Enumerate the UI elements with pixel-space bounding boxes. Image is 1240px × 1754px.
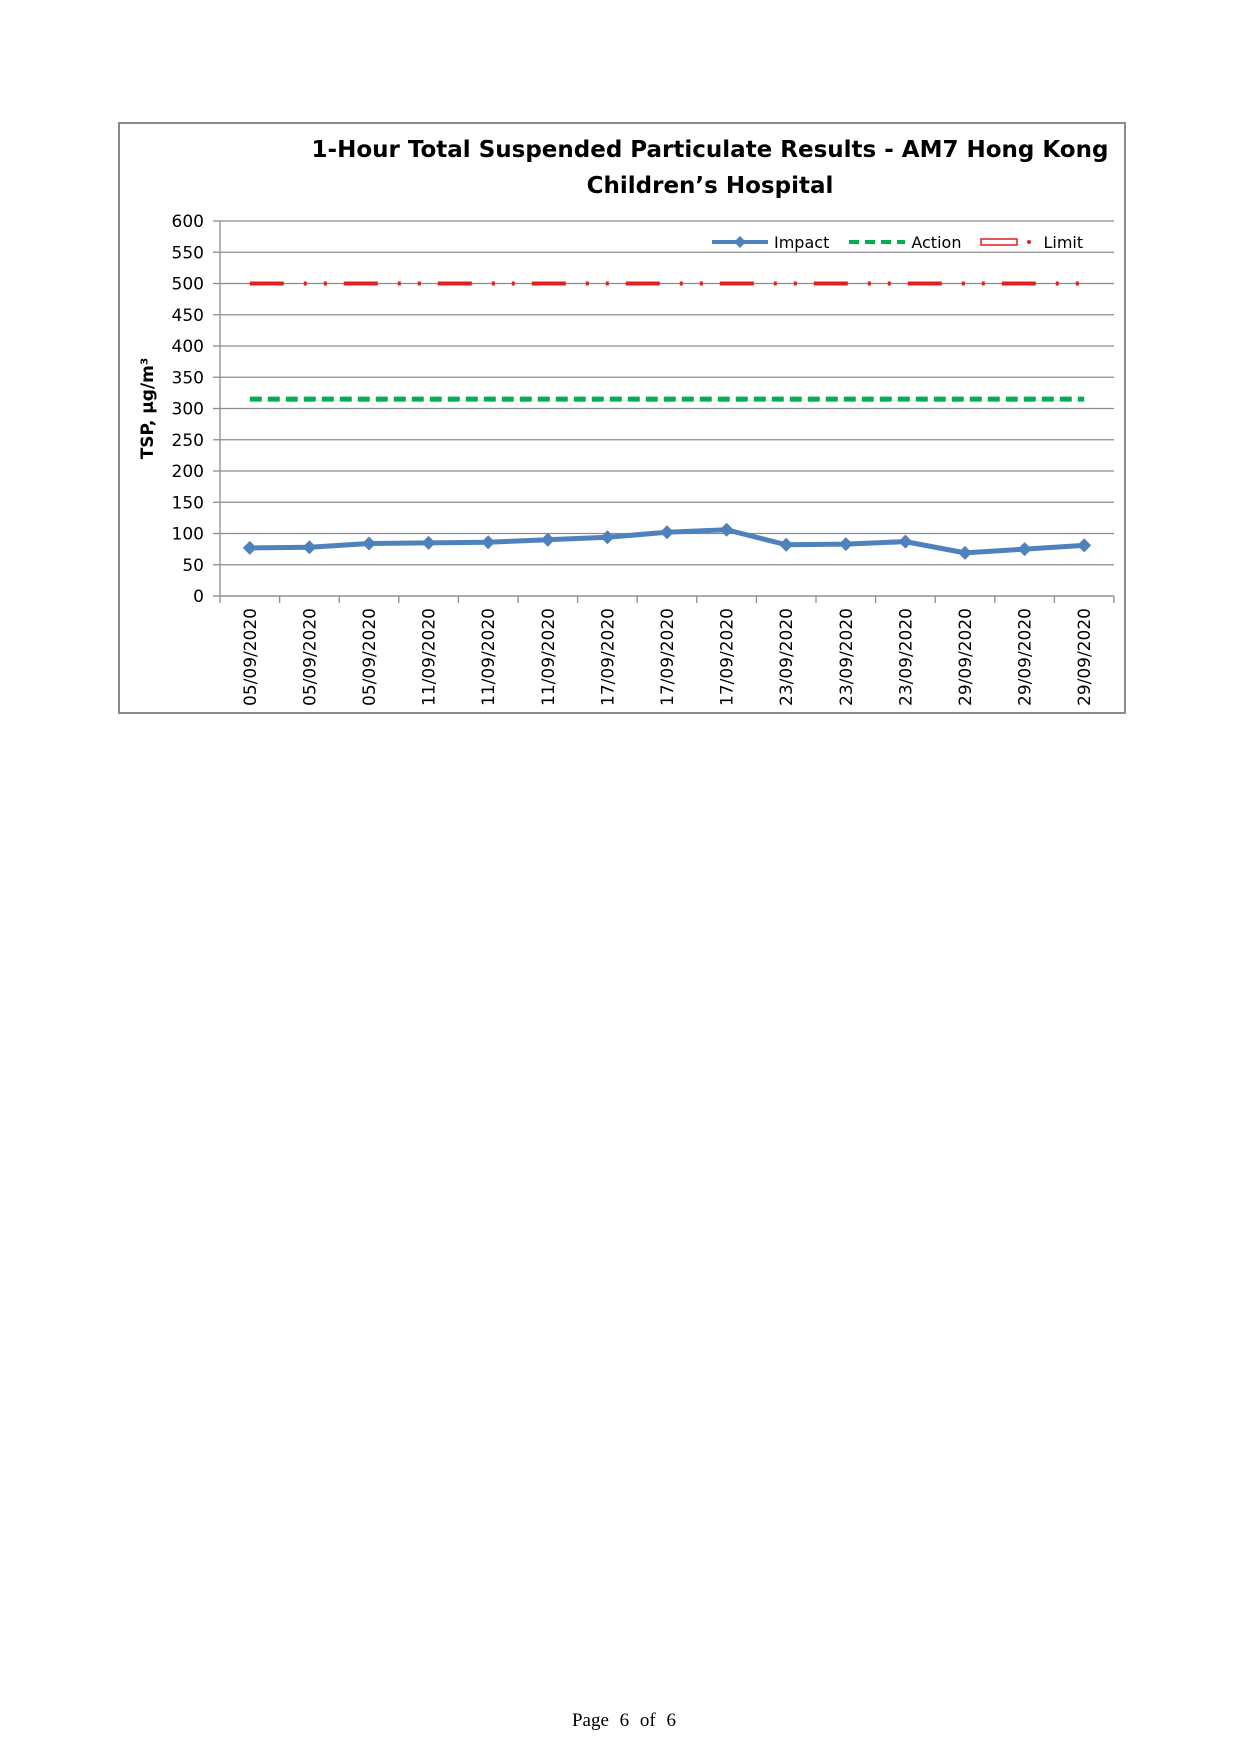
chart-title-line-2: Children’s Hospital — [586, 173, 834, 199]
y-axis-title: TSP, μg/m³ — [138, 358, 158, 460]
x-tick-label: 29/09/2020 — [1075, 608, 1095, 706]
y-tick-label: 300 — [172, 400, 204, 420]
legend-label-limit: Limit — [1043, 232, 1084, 252]
x-tick-label: 29/09/2020 — [956, 608, 976, 706]
y-tick-label: 250 — [172, 431, 204, 451]
y-tick-label: 200 — [172, 462, 204, 482]
x-tick-label: 05/09/2020 — [300, 608, 320, 706]
chart-plot-area: 0 50 100 150 200 250 300 350 400 450 500 550 600 05/0… — [138, 212, 1115, 706]
y-tick-label: 0 — [193, 587, 204, 607]
legend-swatch-impact — [712, 236, 768, 248]
x-tick-label: 23/09/2020 — [896, 608, 916, 706]
data-point-impact — [302, 540, 317, 555]
data-point-impact — [540, 532, 555, 547]
data-point-impact — [481, 535, 496, 550]
data-point-impact — [660, 525, 674, 540]
data-point-impact — [898, 534, 913, 549]
legend-label-impact: Impact — [774, 232, 830, 252]
y-tick-label: 500 — [172, 275, 204, 295]
legend-swatch-action — [849, 240, 906, 244]
footer-page-total: 6 — [666, 1710, 677, 1731]
footer-page-number: 6 — [619, 1710, 630, 1731]
data-point-impact — [421, 535, 436, 550]
x-tick-label: 29/09/2020 — [1016, 608, 1036, 706]
chart-title: 1-Hour Total Suspended Particulate Resul… — [305, 132, 1115, 204]
legend-item-action: Action — [847, 233, 961, 252]
legend-swatch-limit — [980, 238, 1032, 246]
data-point-impact — [779, 537, 794, 552]
x-tick-label: 11/09/2020 — [479, 608, 499, 706]
page-footer: Page 6 of 6 — [0, 1710, 1240, 1732]
data-point-impact — [838, 537, 853, 552]
y-tick-label: 100 — [172, 525, 204, 545]
x-tick-label: 11/09/2020 — [539, 608, 559, 706]
data-point-impact — [719, 522, 734, 537]
x-tick-label: 17/09/2020 — [598, 608, 618, 706]
data-point-impact — [1077, 538, 1092, 553]
y-tick-label: 50 — [182, 556, 204, 576]
chart-legend: Impact Action Limit — [710, 230, 1083, 254]
data-point-impact — [600, 530, 615, 545]
data-point-impact — [958, 545, 972, 560]
chart-frame: 0 50 100 150 200 250 300 350 400 450 500 550 600 05/0… — [118, 122, 1126, 714]
x-tick-label: 23/09/2020 — [777, 608, 797, 706]
legend-item-limit: Limit — [979, 233, 1083, 252]
x-tick-label: 23/09/2020 — [837, 608, 857, 706]
x-tick-label: 17/09/2020 — [658, 608, 678, 706]
data-point-impact — [242, 540, 257, 555]
y-tick-label: 150 — [172, 493, 204, 513]
x-tick-label: 05/09/2020 — [241, 608, 261, 706]
legend-item-impact: Impact — [710, 233, 829, 252]
y-tick-label: 550 — [172, 243, 204, 263]
y-tick-label: 400 — [172, 337, 204, 357]
y-tick-label: 450 — [172, 306, 204, 326]
chart-title-line-1: 1-Hour Total Suspended Particulate Resul… — [311, 137, 1109, 163]
data-point-impact — [362, 536, 376, 551]
y-tick-label: 350 — [172, 368, 204, 388]
footer-of-word: of — [639, 1710, 656, 1731]
y-tick-label: 600 — [172, 212, 204, 232]
x-tick-label: 11/09/2020 — [420, 608, 440, 706]
legend-label-action: Action — [911, 232, 962, 252]
x-tick-label: 17/09/2020 — [718, 608, 738, 706]
x-tick-label: 05/09/2020 — [360, 608, 380, 706]
data-point-impact — [1017, 542, 1032, 557]
footer-page-word: Page — [571, 1710, 609, 1731]
